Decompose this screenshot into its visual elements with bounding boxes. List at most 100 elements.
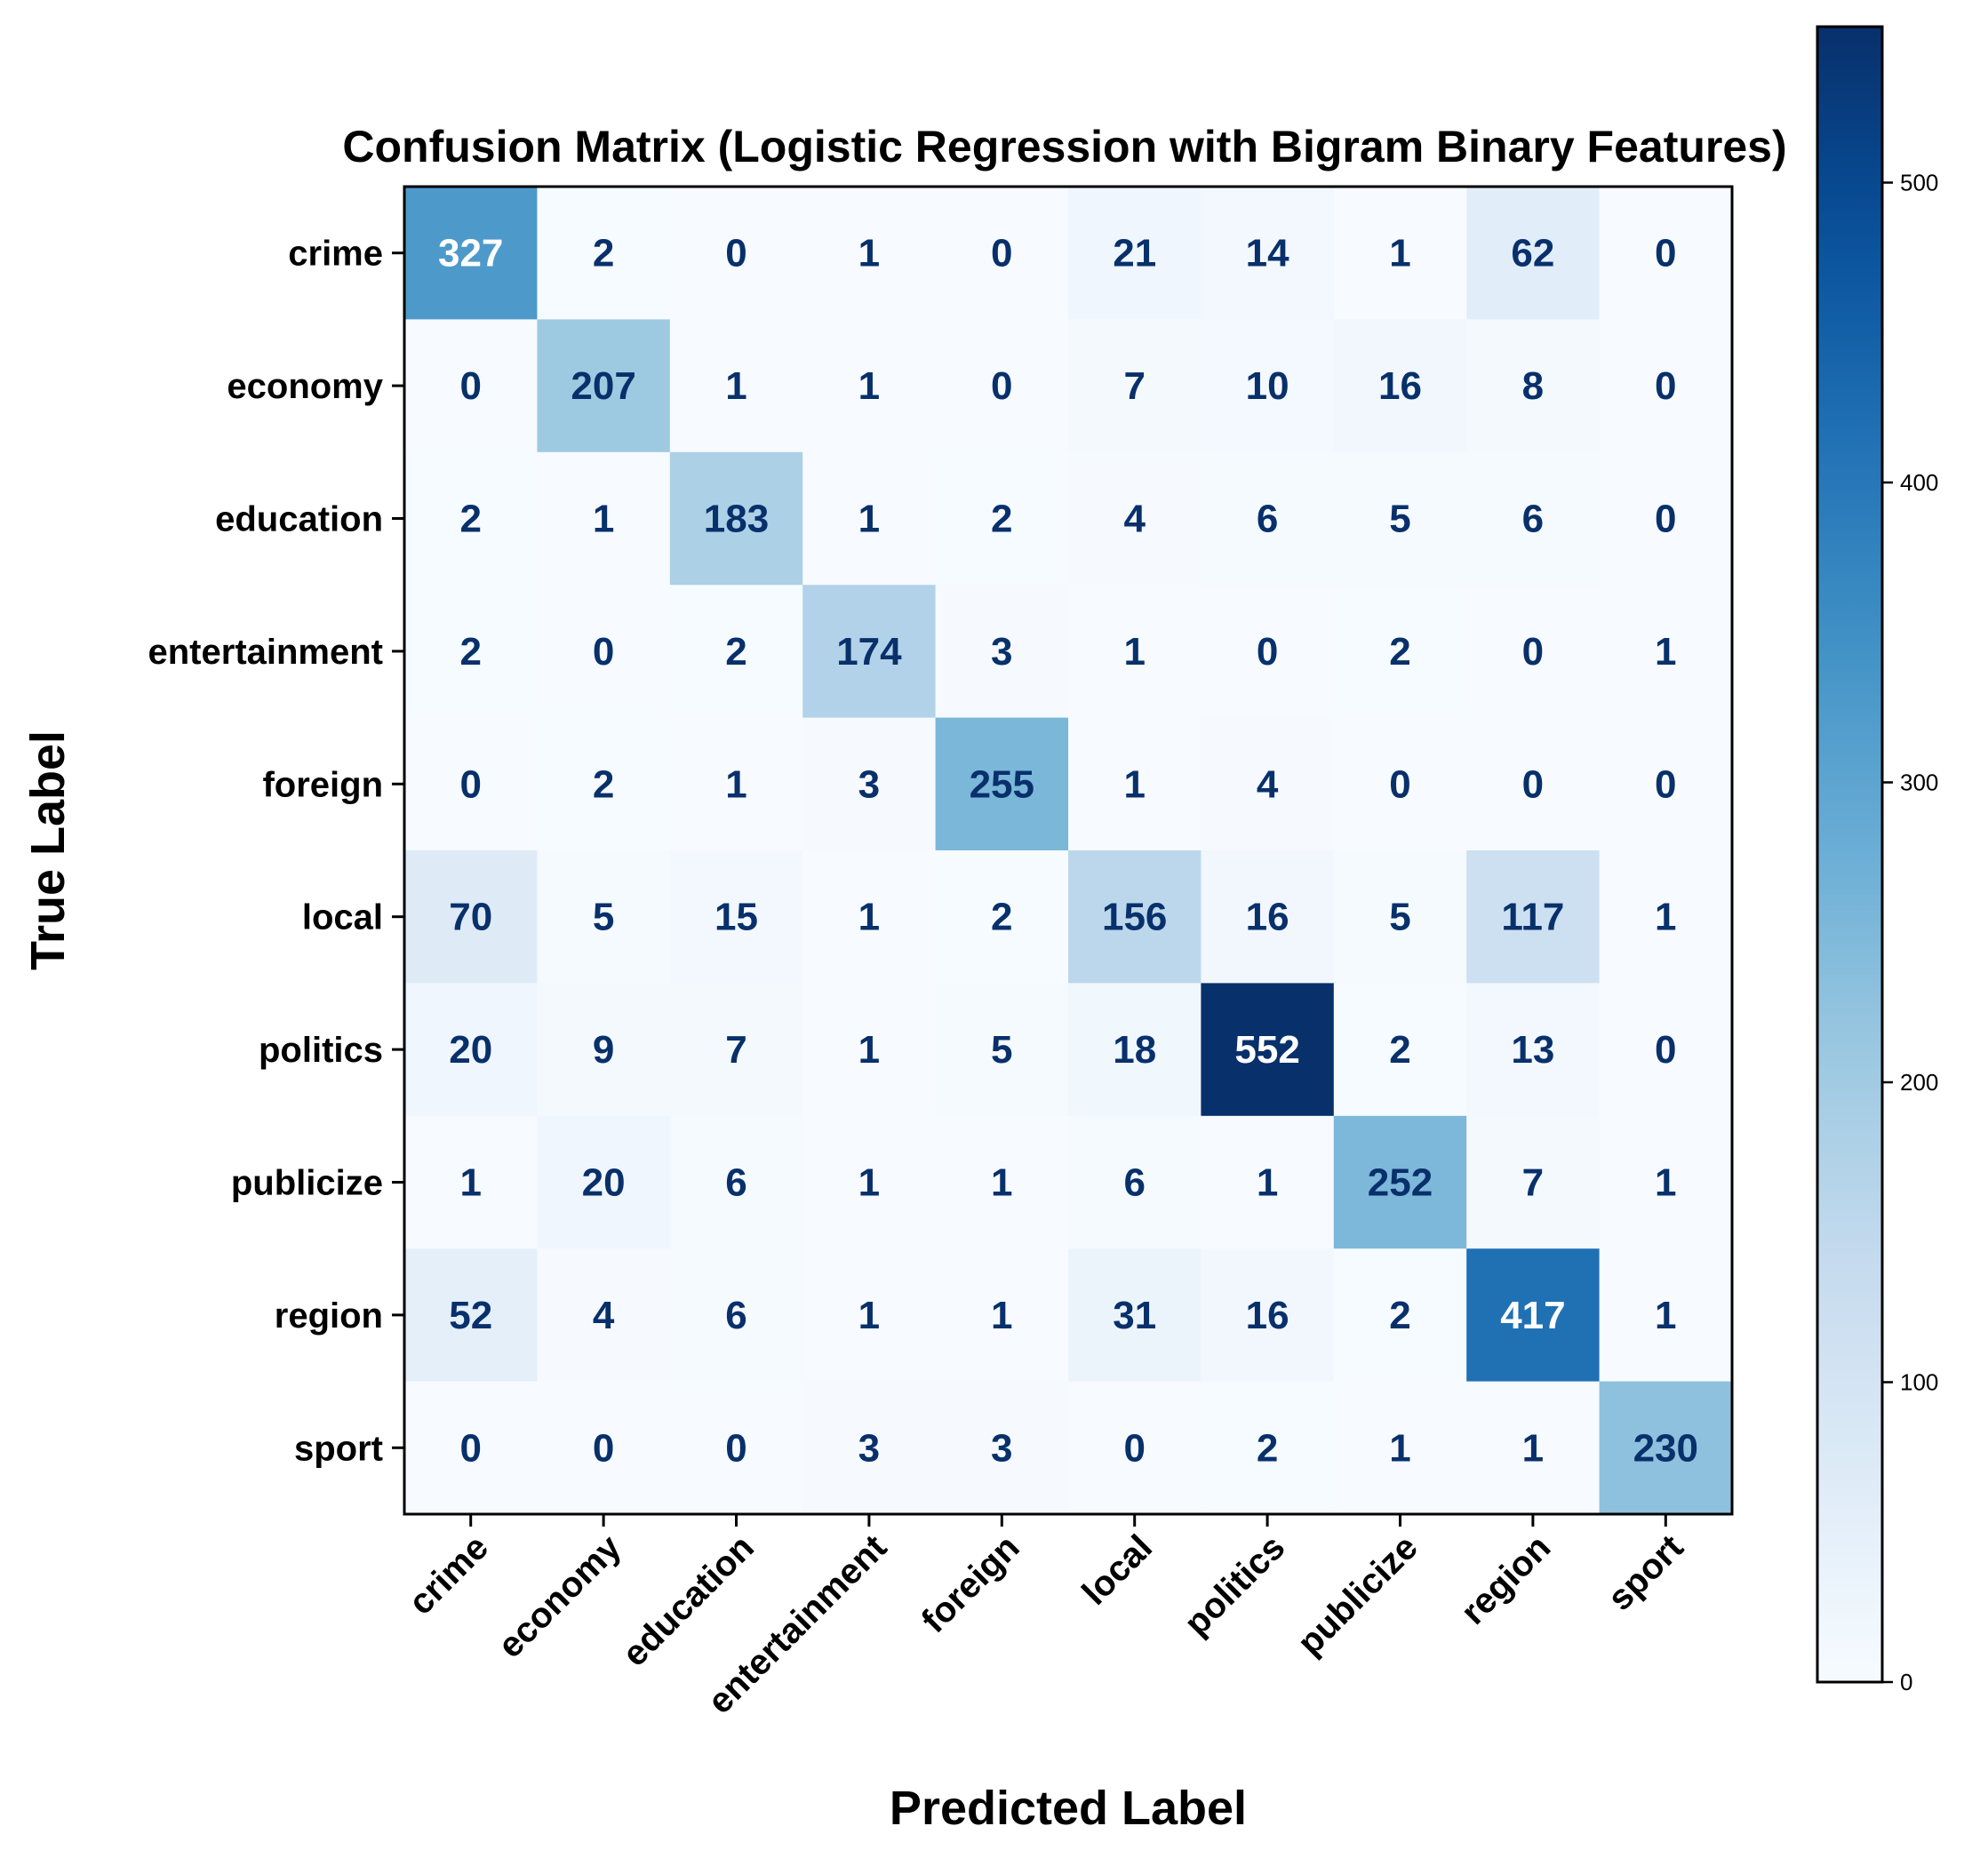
heatmap-cell — [935, 585, 1069, 719]
cell-value-label: 18 — [1113, 1028, 1156, 1072]
heatmap-cell — [1201, 585, 1335, 719]
cell-value-label: 5 — [593, 896, 614, 939]
cell-value-label: 0 — [1655, 364, 1676, 408]
cell-value-label: 15 — [715, 896, 758, 939]
heatmap-cell — [1333, 451, 1467, 586]
cell-value-label: 1 — [459, 1161, 481, 1205]
cell-value-label: 3 — [991, 630, 1012, 674]
cell-value-label: 2 — [593, 232, 614, 275]
heatmap-cell — [1599, 1381, 1733, 1515]
cell-value-label: 1 — [858, 1161, 880, 1205]
x-tick-label: publicize — [1290, 1527, 1425, 1663]
heatmap-cell — [1201, 451, 1335, 586]
heatmap-cell — [1599, 319, 1733, 453]
heatmap-cell — [1466, 585, 1601, 719]
y-tick-label: local — [302, 898, 383, 937]
x-tick-label: local — [1074, 1527, 1160, 1613]
colorbar-tick-label: 400 — [1900, 469, 1938, 496]
heatmap-cell — [1068, 1115, 1202, 1249]
cell-value-label: 6 — [725, 1161, 746, 1205]
heatmap-cell — [935, 983, 1069, 1117]
cell-value-label: 552 — [1234, 1028, 1299, 1072]
cell-value-label: 6 — [1123, 1161, 1145, 1205]
cell-value-label: 230 — [1633, 1426, 1698, 1470]
cell-value-label: 3 — [858, 1426, 880, 1470]
cell-value-label: 6 — [1522, 498, 1544, 541]
heatmap-cell — [537, 1381, 671, 1515]
heatmap-cell — [1068, 1248, 1202, 1383]
heatmap-cell — [802, 1115, 937, 1249]
heatmap-cell — [935, 1381, 1069, 1515]
x-tick-label: crime — [401, 1527, 496, 1623]
heatmap-cell — [537, 1248, 671, 1383]
heatmap-cell — [1201, 850, 1335, 984]
heatmap-cell — [1599, 850, 1733, 984]
cell-value-label: 252 — [1368, 1161, 1433, 1205]
cell-value-label: 1 — [1389, 232, 1410, 275]
heatmap-cell — [1201, 1115, 1335, 1249]
colorbar-tick-label: 200 — [1900, 1069, 1938, 1096]
heatmap-cell — [1201, 319, 1335, 453]
heatmap-cell — [802, 451, 937, 586]
cell-value-label: 6 — [725, 1294, 746, 1337]
heatmap-cell — [669, 1381, 803, 1515]
heatmap-cell — [669, 1115, 803, 1249]
heatmap-cell — [1466, 850, 1601, 984]
heatmap-cell — [1466, 1248, 1601, 1383]
cell-value-label: 3 — [858, 762, 880, 806]
cell-value-label: 0 — [991, 232, 1012, 275]
cell-value-label: 1 — [858, 364, 880, 408]
cell-value-label: 255 — [970, 762, 1034, 806]
heatmap-cell — [537, 983, 671, 1117]
cell-value-label: 207 — [571, 364, 635, 408]
heatmap-cell — [1068, 717, 1202, 851]
cell-value-label: 9 — [593, 1028, 614, 1072]
heatmap-cell — [1466, 1115, 1601, 1249]
y-tick-label: crime — [288, 235, 383, 274]
heatmap-cell — [1599, 1248, 1733, 1383]
cell-value-label: 7 — [1522, 1161, 1544, 1205]
heatmap-cell — [802, 187, 937, 320]
cell-value-label: 70 — [449, 896, 492, 939]
heatmap-cell — [1599, 451, 1733, 586]
heatmap-cell — [404, 187, 538, 320]
cell-value-label: 0 — [991, 364, 1012, 408]
cell-value-label: 16 — [1246, 896, 1289, 939]
heatmap-cell — [1068, 187, 1202, 320]
heatmap-cell — [537, 585, 671, 719]
cell-value-label: 6 — [1257, 498, 1278, 541]
heatmap-cell — [935, 717, 1069, 851]
cell-value-label: 16 — [1246, 1294, 1289, 1337]
y-axis-label: True Label — [21, 730, 75, 970]
heatmap-cell — [1466, 1381, 1601, 1515]
cell-value-label: 2 — [1389, 1294, 1410, 1337]
x-tick-label: education — [615, 1527, 762, 1674]
cell-value-label: 1 — [1655, 1294, 1676, 1337]
heatmap-cell — [537, 850, 671, 984]
cell-value-label: 1 — [991, 1161, 1012, 1205]
heatmap-cell — [537, 717, 671, 851]
heatmap-cell — [1068, 585, 1202, 719]
cell-value-label: 1 — [858, 232, 880, 275]
cell-value-label: 1 — [1655, 896, 1676, 939]
heatmap-cell — [669, 451, 803, 586]
cell-value-label: 2 — [459, 498, 481, 541]
heatmap-cell — [1068, 850, 1202, 984]
cell-value-label: 1 — [1655, 630, 1676, 674]
cell-value-label: 1 — [1123, 762, 1145, 806]
cell-value-label: 1 — [991, 1294, 1012, 1337]
heatmap-cell — [1466, 451, 1601, 586]
cell-value-label: 0 — [1522, 630, 1544, 674]
heatmap-cell — [669, 187, 803, 320]
colorbar-tick-label: 500 — [1900, 170, 1938, 196]
heatmap-cell — [1201, 717, 1335, 851]
cell-value-label: 1 — [858, 498, 880, 541]
heatmap-cell — [1068, 319, 1202, 453]
y-tick-label: region — [275, 1296, 383, 1336]
heatmap-cell — [802, 717, 937, 851]
cell-value-label: 0 — [1655, 498, 1676, 541]
cell-value-label: 417 — [1500, 1294, 1565, 1337]
heatmap-cell — [1333, 1381, 1467, 1515]
